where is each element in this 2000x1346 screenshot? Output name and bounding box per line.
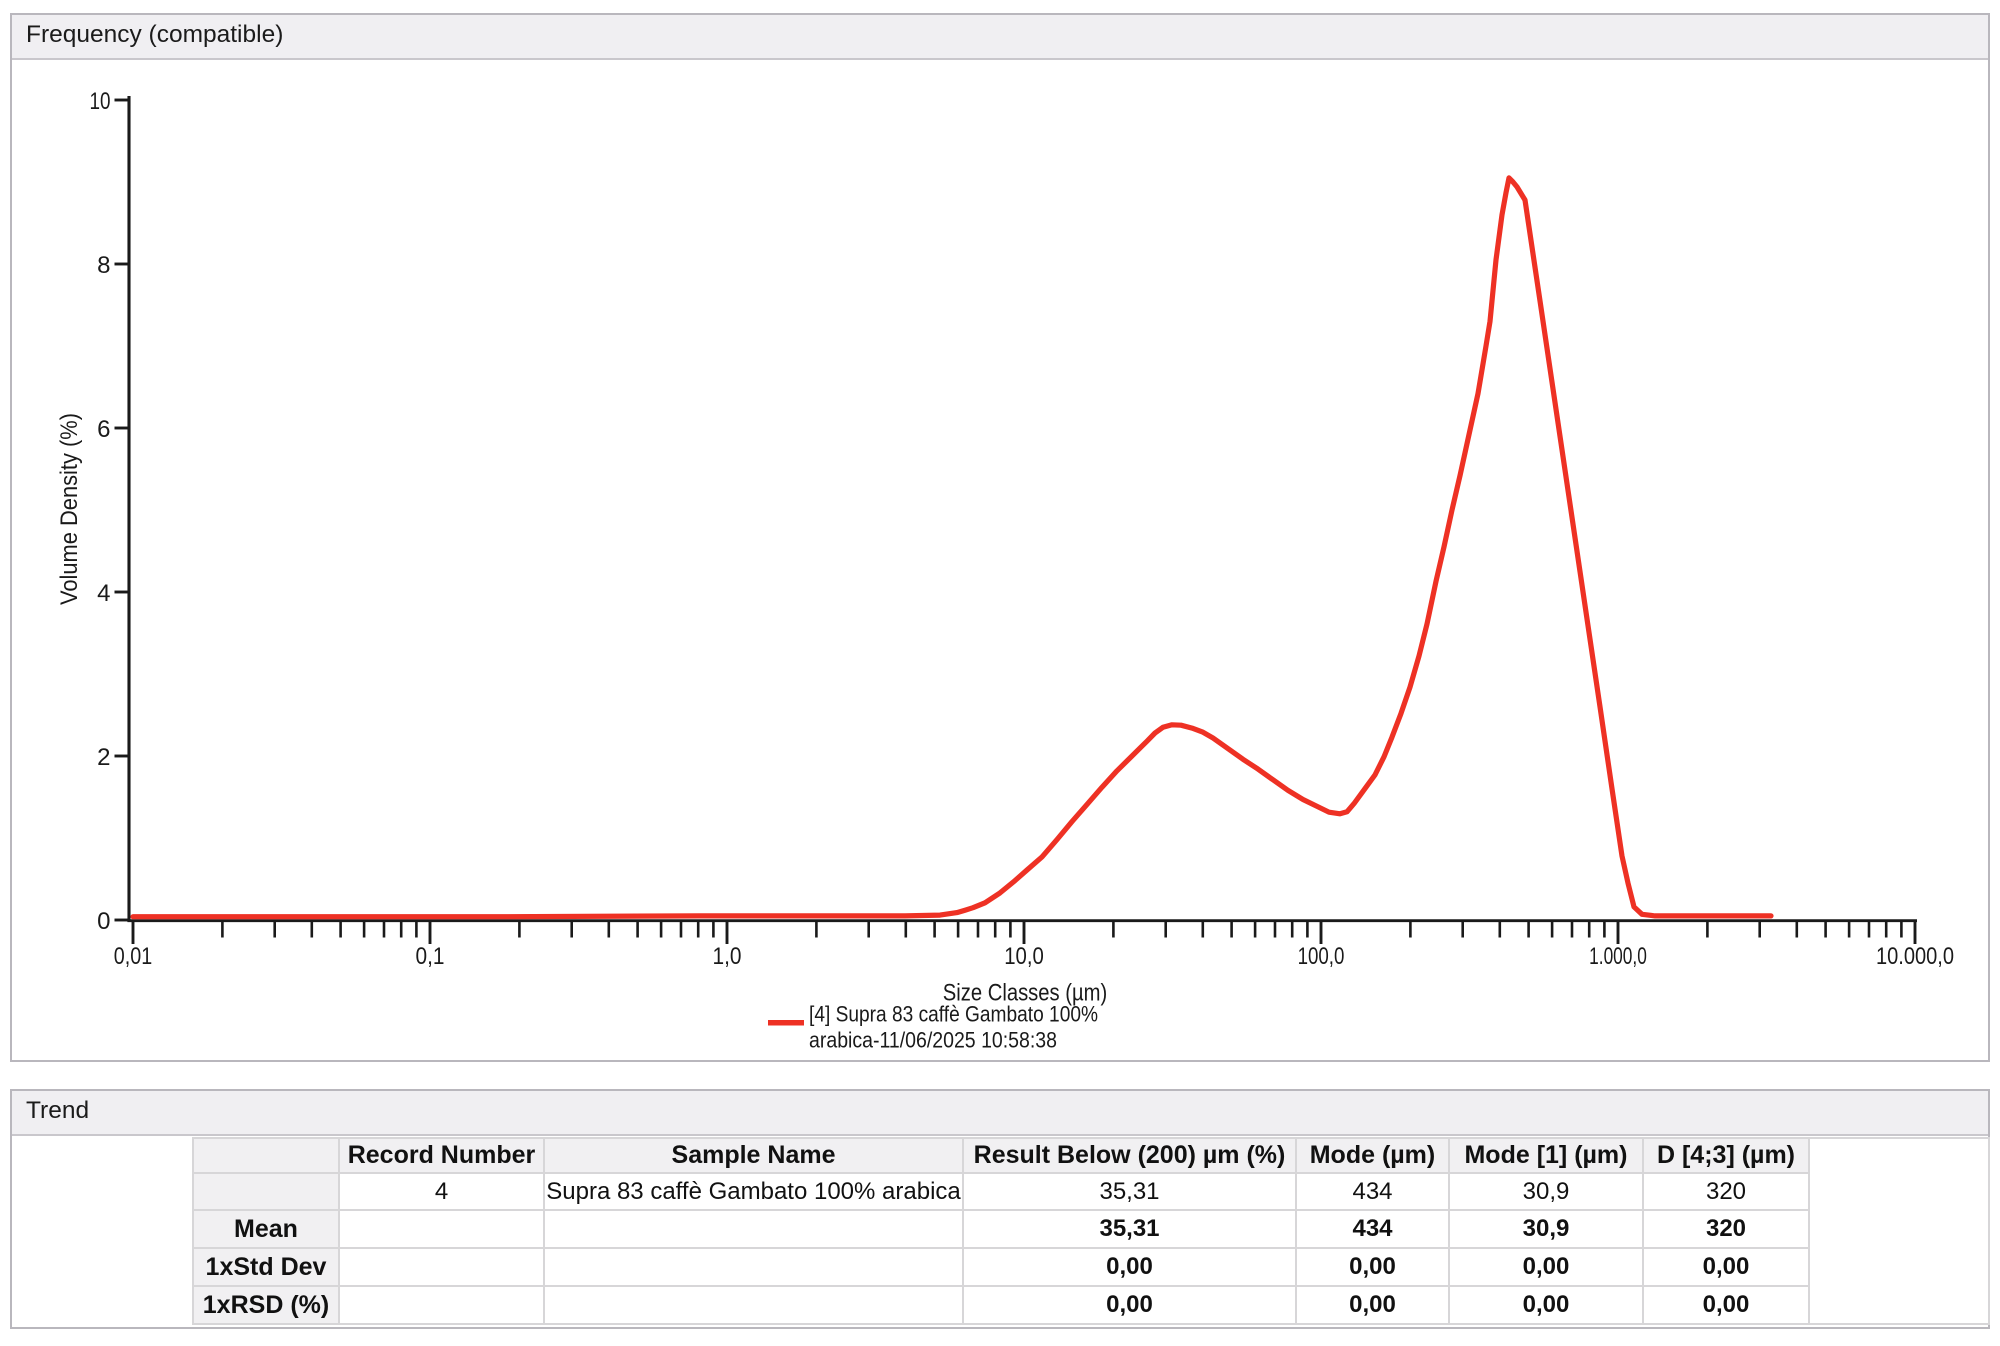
svg-text:Size Classes (µm): Size Classes (µm) [943, 980, 1108, 1007]
svg-text:Volume Density (%): Volume Density (%) [56, 413, 83, 605]
svg-text:2: 2 [97, 744, 110, 771]
svg-text:100,0: 100,0 [1298, 943, 1345, 970]
svg-text:0,1: 0,1 [416, 943, 445, 970]
svg-text:0,01: 0,01 [114, 943, 152, 970]
svg-text:arabica-11/06/2025 10:58:38: arabica-11/06/2025 10:58:38 [809, 1028, 1057, 1053]
svg-text:[4] Supra 83 caffè Gambato 100: [4] Supra 83 caffè Gambato 100% [809, 1002, 1098, 1027]
svg-text:1.000,0: 1.000,0 [1589, 943, 1647, 970]
svg-text:8: 8 [97, 252, 110, 279]
svg-text:6: 6 [97, 416, 110, 443]
svg-text:4: 4 [97, 580, 110, 607]
svg-text:0: 0 [97, 908, 110, 935]
svg-text:10: 10 [90, 88, 111, 115]
svg-text:1,0: 1,0 [713, 943, 742, 970]
svg-text:10.000,0: 10.000,0 [1876, 943, 1954, 970]
svg-text:10,0: 10,0 [1004, 943, 1044, 970]
